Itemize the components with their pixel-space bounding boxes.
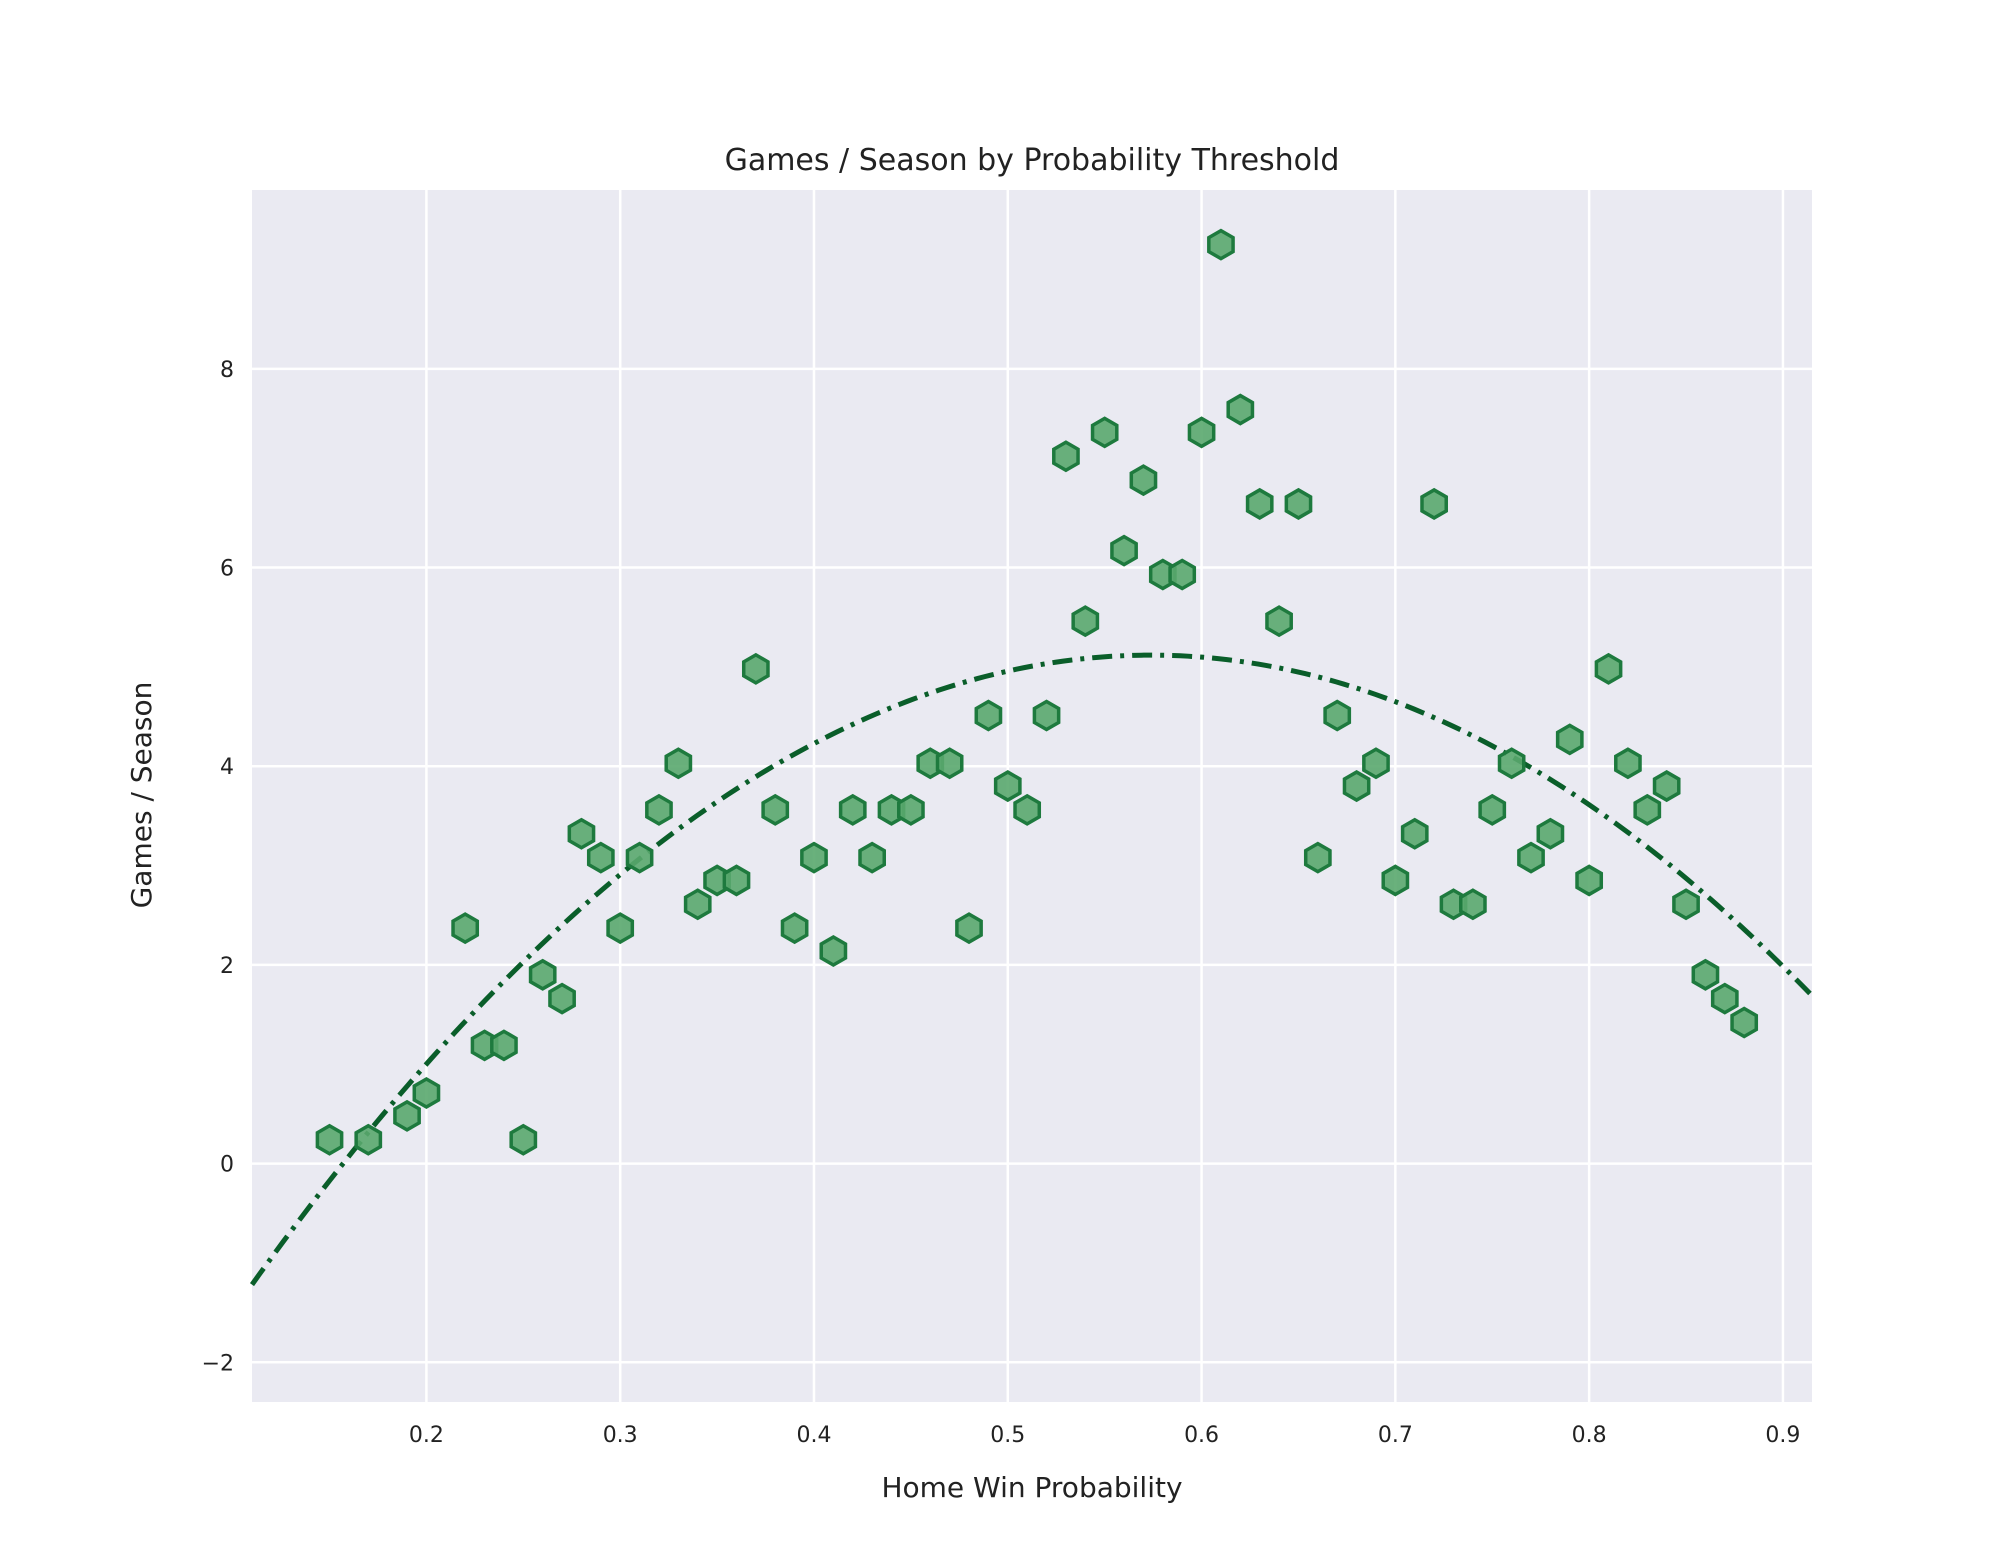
data-point <box>645 793 673 826</box>
data-point <box>1226 393 1255 426</box>
data-point <box>315 1123 344 1156</box>
data-point <box>451 912 480 945</box>
data-point <box>1517 841 1545 874</box>
y-tick-label: 6 <box>220 557 234 582</box>
data-point <box>1575 864 1604 897</box>
x-tick-label: 0.9 <box>1765 1423 1800 1448</box>
data-point <box>1342 770 1371 803</box>
data-point <box>1652 770 1681 803</box>
y-tick-label: 4 <box>220 755 234 780</box>
data-point <box>993 770 1022 803</box>
data-point <box>1110 534 1138 567</box>
data-point <box>528 958 557 991</box>
y-tick-label: 8 <box>220 358 234 383</box>
data-point <box>1730 1006 1759 1039</box>
data-point <box>1032 699 1061 732</box>
data-point <box>412 1077 441 1110</box>
data-point <box>819 934 848 968</box>
x-axis-label: Home Win Probability <box>881 1471 1182 1504</box>
data-point <box>1536 817 1565 850</box>
data-point <box>1245 487 1274 520</box>
grid-lines <box>252 190 1812 1402</box>
data-point <box>509 1123 538 1156</box>
data-point <box>1303 841 1332 874</box>
data-point <box>1555 723 1584 756</box>
data-point <box>1168 558 1197 591</box>
data-point <box>354 1123 383 1156</box>
data-point <box>1187 416 1216 449</box>
data-point <box>1362 747 1390 780</box>
data-point <box>548 982 576 1015</box>
data-point <box>935 747 964 780</box>
data-point <box>1594 652 1623 685</box>
data-point <box>567 817 596 850</box>
data-point <box>722 864 751 897</box>
data-point <box>393 1099 421 1132</box>
data-point <box>1497 747 1526 780</box>
data-point <box>1265 605 1293 638</box>
x-tick-label: 0.5 <box>990 1423 1025 1448</box>
data-point <box>858 841 886 874</box>
data-point <box>780 912 809 945</box>
y-tick-labels: −2 0 2 4 6 8 <box>202 358 234 1376</box>
data-point <box>1090 416 1119 449</box>
data-point <box>490 1029 518 1062</box>
data-point <box>1400 817 1429 850</box>
x-tick-labels: 0.2 0.3 0.4 0.5 0.6 0.7 0.8 0.9 <box>409 1423 1801 1448</box>
data-point <box>1052 440 1080 473</box>
data-point <box>1381 864 1410 897</box>
data-point <box>1633 793 1662 826</box>
data-point <box>1129 464 1158 497</box>
x-tick-label: 0.4 <box>796 1423 831 1448</box>
x-tick-label: 0.3 <box>603 1423 638 1448</box>
data-point <box>1672 888 1700 921</box>
fit-curve <box>249 652 1814 1287</box>
data-point <box>1284 487 1313 520</box>
y-tick-label: 0 <box>220 1153 234 1178</box>
data-point <box>800 841 828 874</box>
data-point <box>683 888 712 921</box>
data-point <box>1459 888 1487 921</box>
data-point <box>741 652 770 685</box>
data-point <box>1013 793 1042 826</box>
data-point <box>1207 228 1235 261</box>
chart-title: Games / Season by Probability Threshold <box>725 143 1340 178</box>
data-point <box>1710 982 1739 1015</box>
data-point <box>974 699 1003 732</box>
data-points <box>315 228 1759 1156</box>
data-point <box>761 793 790 826</box>
y-tick-label: 2 <box>220 954 234 979</box>
data-point <box>625 841 654 874</box>
plot-area <box>252 190 1812 1402</box>
data-point <box>955 912 983 945</box>
data-point <box>606 912 635 945</box>
data-point <box>1071 605 1100 638</box>
data-point <box>1614 747 1642 780</box>
data-point <box>1691 958 1720 991</box>
data-point <box>1420 487 1448 520</box>
x-tick-label: 0.8 <box>1572 1423 1607 1448</box>
data-point <box>1323 699 1352 732</box>
x-tick-label: 0.7 <box>1378 1423 1413 1448</box>
data-point <box>664 747 693 780</box>
data-point <box>838 793 867 826</box>
x-tick-label: 0.2 <box>409 1423 444 1448</box>
x-tick-label: 0.6 <box>1184 1423 1219 1448</box>
data-point <box>1478 793 1507 826</box>
y-axis-label: Games / Season <box>125 682 158 909</box>
data-point <box>586 841 615 874</box>
y-tick-label: −2 <box>202 1351 234 1376</box>
data-point <box>897 793 925 826</box>
